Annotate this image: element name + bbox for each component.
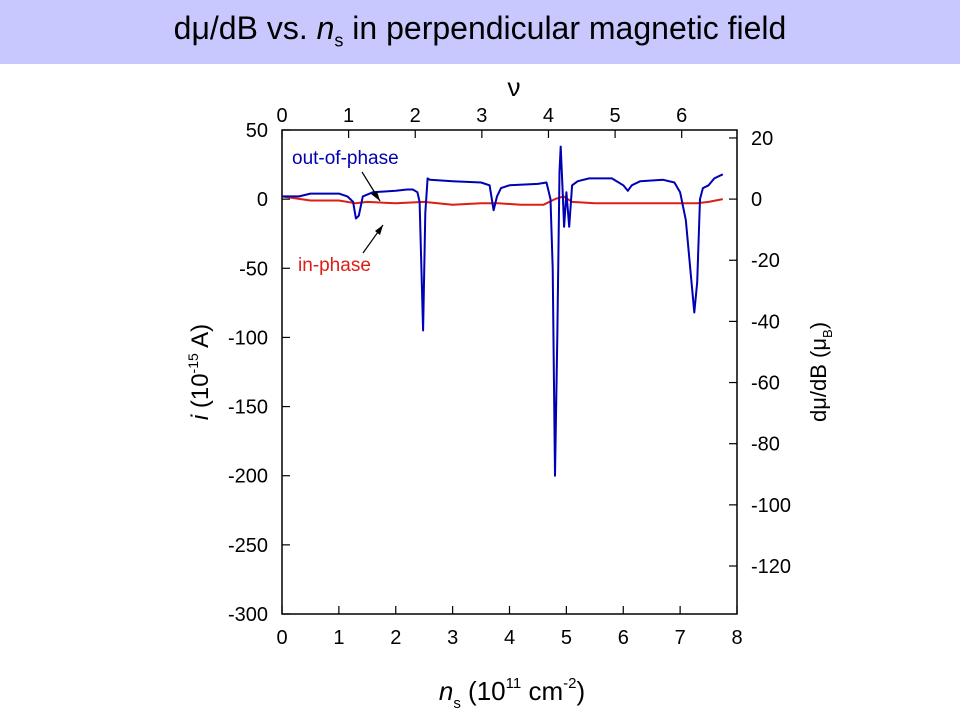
top-tick-label: 0	[276, 105, 287, 127]
bottom-tick-label: 1	[333, 627, 344, 649]
bottom-tick-label: 3	[447, 627, 458, 649]
left-tick-label: 50	[246, 120, 268, 142]
top-axis-label: ν	[508, 72, 521, 102]
series-layer	[281, 145, 724, 477]
left-tick-label: -50	[239, 258, 268, 280]
bottom-axis-ticks: 0 1 2 3 4 5 6 7 8	[276, 606, 743, 649]
left-tick-label: -300	[228, 604, 268, 626]
left-tick-label: -200	[228, 466, 268, 488]
annotation-arrowhead-out-of-phase	[371, 191, 380, 201]
top-tick-label: 2	[410, 105, 421, 127]
top-axis-ticks: 0 1 2 3 4 5 6	[276, 105, 687, 138]
right-tick-label: -100	[751, 495, 791, 517]
top-tick-label: 3	[476, 105, 487, 127]
right-tick-label: 20	[751, 128, 773, 150]
bottom-axis-label: ns (1011 cm-2)	[439, 675, 585, 712]
left-tick-label: -150	[228, 397, 268, 419]
bottom-tick-label: 7	[675, 627, 686, 649]
bottom-tick-label: 6	[618, 627, 629, 649]
top-tick-label: 1	[343, 105, 354, 127]
bottom-tick-label: 4	[504, 627, 515, 649]
left-tick-label: -100	[228, 327, 268, 349]
right-tick-label: -120	[751, 556, 791, 578]
annotation-out-of-phase: out-of-phase	[292, 148, 399, 169]
top-tick-label: 6	[676, 105, 687, 127]
right-tick-label: -60	[751, 373, 780, 395]
bottom-tick-label: 0	[276, 627, 287, 649]
top-tick-label: 4	[543, 105, 554, 127]
left-tick-label: 0	[257, 189, 268, 211]
right-tick-label: -40	[751, 311, 780, 333]
title-bar	[0, 0, 960, 64]
right-tick-label: -80	[751, 434, 780, 456]
bottom-tick-label: 2	[390, 627, 401, 649]
left-tick-label: -250	[228, 535, 268, 557]
left-axis-ticks: 50 0 -50 -100 -150 -200 -250 -300	[228, 120, 290, 626]
top-tick-label: 5	[610, 105, 621, 127]
annotation-arrowhead-in-phase	[375, 225, 383, 235]
right-tick-label: 0	[751, 189, 762, 211]
series-line-out-of-phase	[282, 145, 724, 477]
annotation-in-phase: in-phase	[298, 255, 371, 276]
right-axis-ticks: 20 0 -20 -40 -60 -80 -100 -120	[729, 128, 791, 578]
page-title: dμ/dB vs. ns in perpendicular magnetic f…	[173, 10, 787, 51]
bottom-tick-label: 5	[561, 627, 572, 649]
left-axis-label: i (10-15 A)	[185, 324, 214, 420]
bottom-tick-label: 8	[731, 627, 742, 649]
right-axis-label: dμ/dB (μB)	[806, 322, 835, 422]
right-tick-label: -20	[751, 250, 780, 272]
